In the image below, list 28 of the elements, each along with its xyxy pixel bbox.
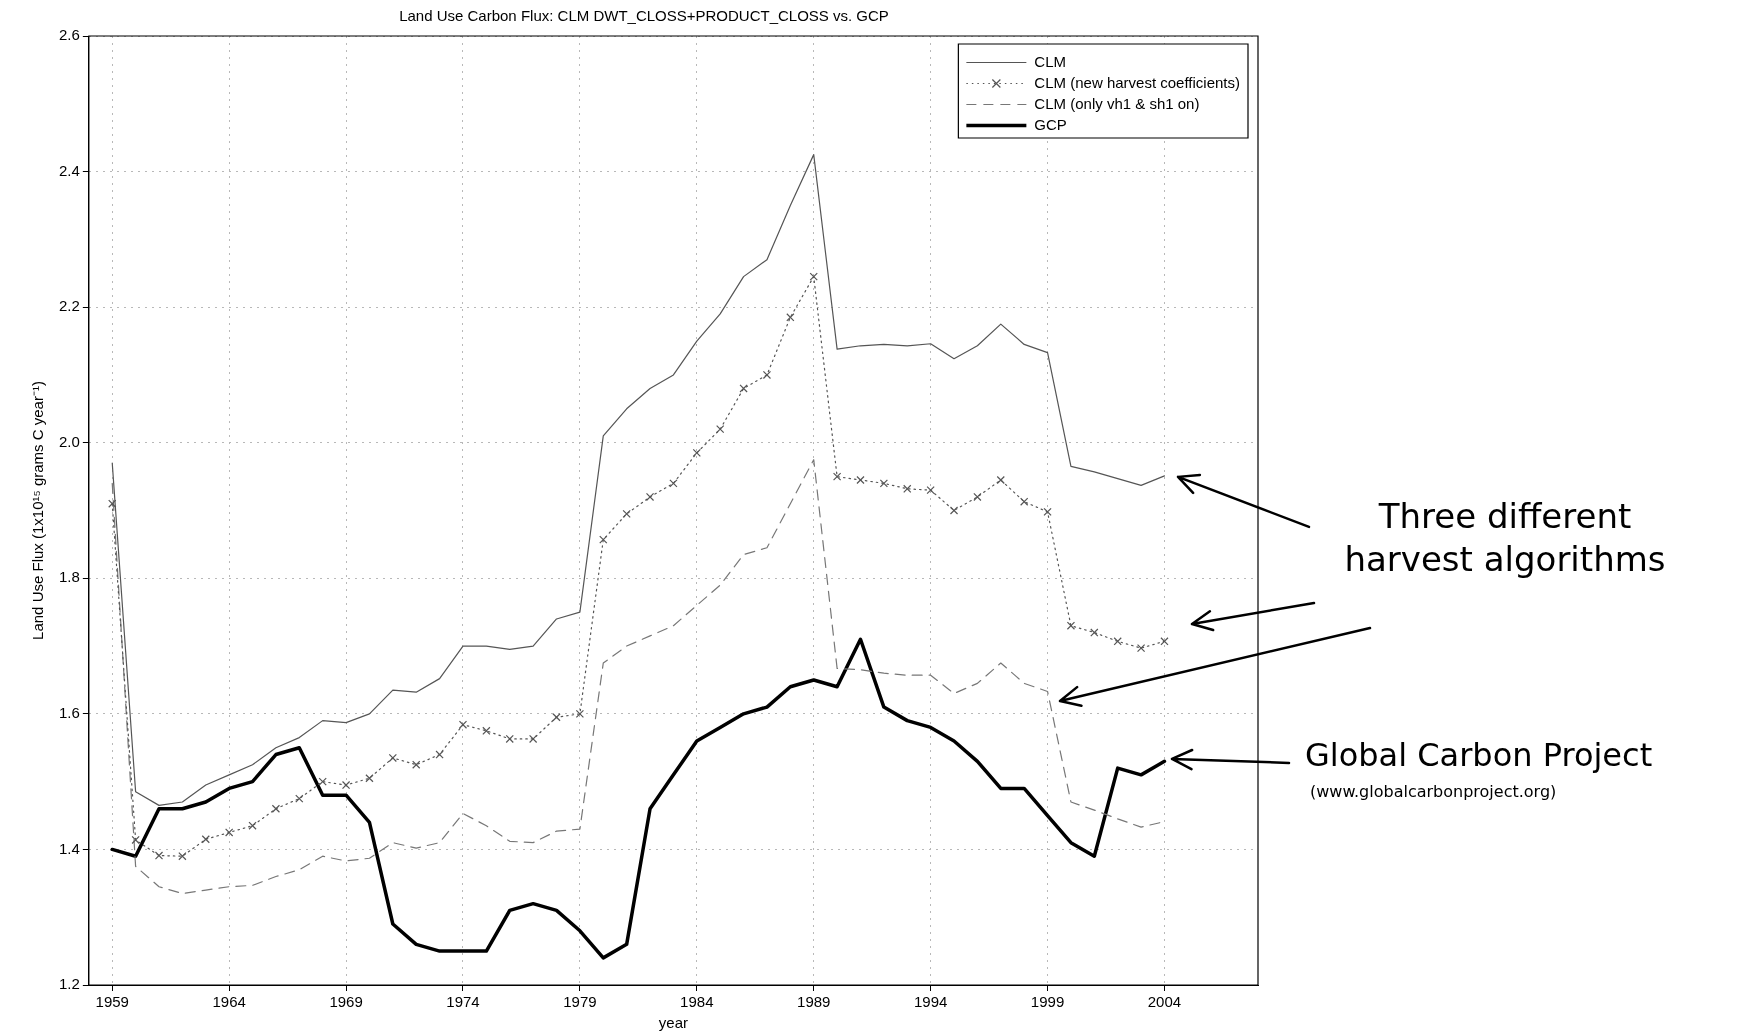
y-tick-label: 2.0 bbox=[58, 432, 80, 450]
text: Global Carbon Project bbox=[1305, 735, 1654, 775]
x-tick-label: 1974 bbox=[446, 993, 480, 1011]
y-axis-title: Land Use Flux (1x10¹⁵ grams C year⁻¹) bbox=[29, 381, 47, 640]
y-tick-label: 2.4 bbox=[58, 161, 80, 179]
x-axis-title: year bbox=[658, 1014, 689, 1032]
chart-title: Land Use Carbon Flux: CLM DWT_CLOSS+PRODUCT_CLOSS vs. GCP bbox=[399, 7, 889, 25]
x-tick-label: 1969 bbox=[329, 993, 363, 1011]
x-tick-label: 1964 bbox=[212, 993, 246, 1011]
legend-label: CLM (new harvest coefficients) bbox=[1034, 73, 1241, 91]
y-tick-label: 1.4 bbox=[58, 839, 80, 857]
y-tick-label: 1.2 bbox=[58, 975, 80, 993]
y-tick-label: 2.2 bbox=[58, 297, 80, 315]
x-tick-label: 1989 bbox=[797, 993, 831, 1011]
x-tick-label: 1994 bbox=[913, 993, 948, 1011]
x-tick-label: 2004 bbox=[1147, 993, 1182, 1011]
x-tick-label: 1984 bbox=[680, 993, 714, 1011]
text: Three different harvest algorithms bbox=[1343, 495, 1667, 580]
y-tick-label: 2.6 bbox=[58, 26, 80, 44]
y-tick-label: 1.6 bbox=[58, 704, 80, 721]
legend-label: CLM bbox=[1034, 52, 1067, 70]
legend-label: CLM (only vh1 & sh1 on) bbox=[1034, 94, 1200, 112]
x-tick-label: 1999 bbox=[1030, 993, 1065, 1011]
x-tick-label: 1959 bbox=[95, 993, 129, 1011]
legend-label: GCP bbox=[1034, 115, 1067, 133]
text: (www.globalcarbonproject.org) bbox=[1310, 782, 1558, 802]
x-tick-label: 1979 bbox=[563, 993, 597, 1011]
y-tick-label: 1.8 bbox=[58, 568, 80, 586]
